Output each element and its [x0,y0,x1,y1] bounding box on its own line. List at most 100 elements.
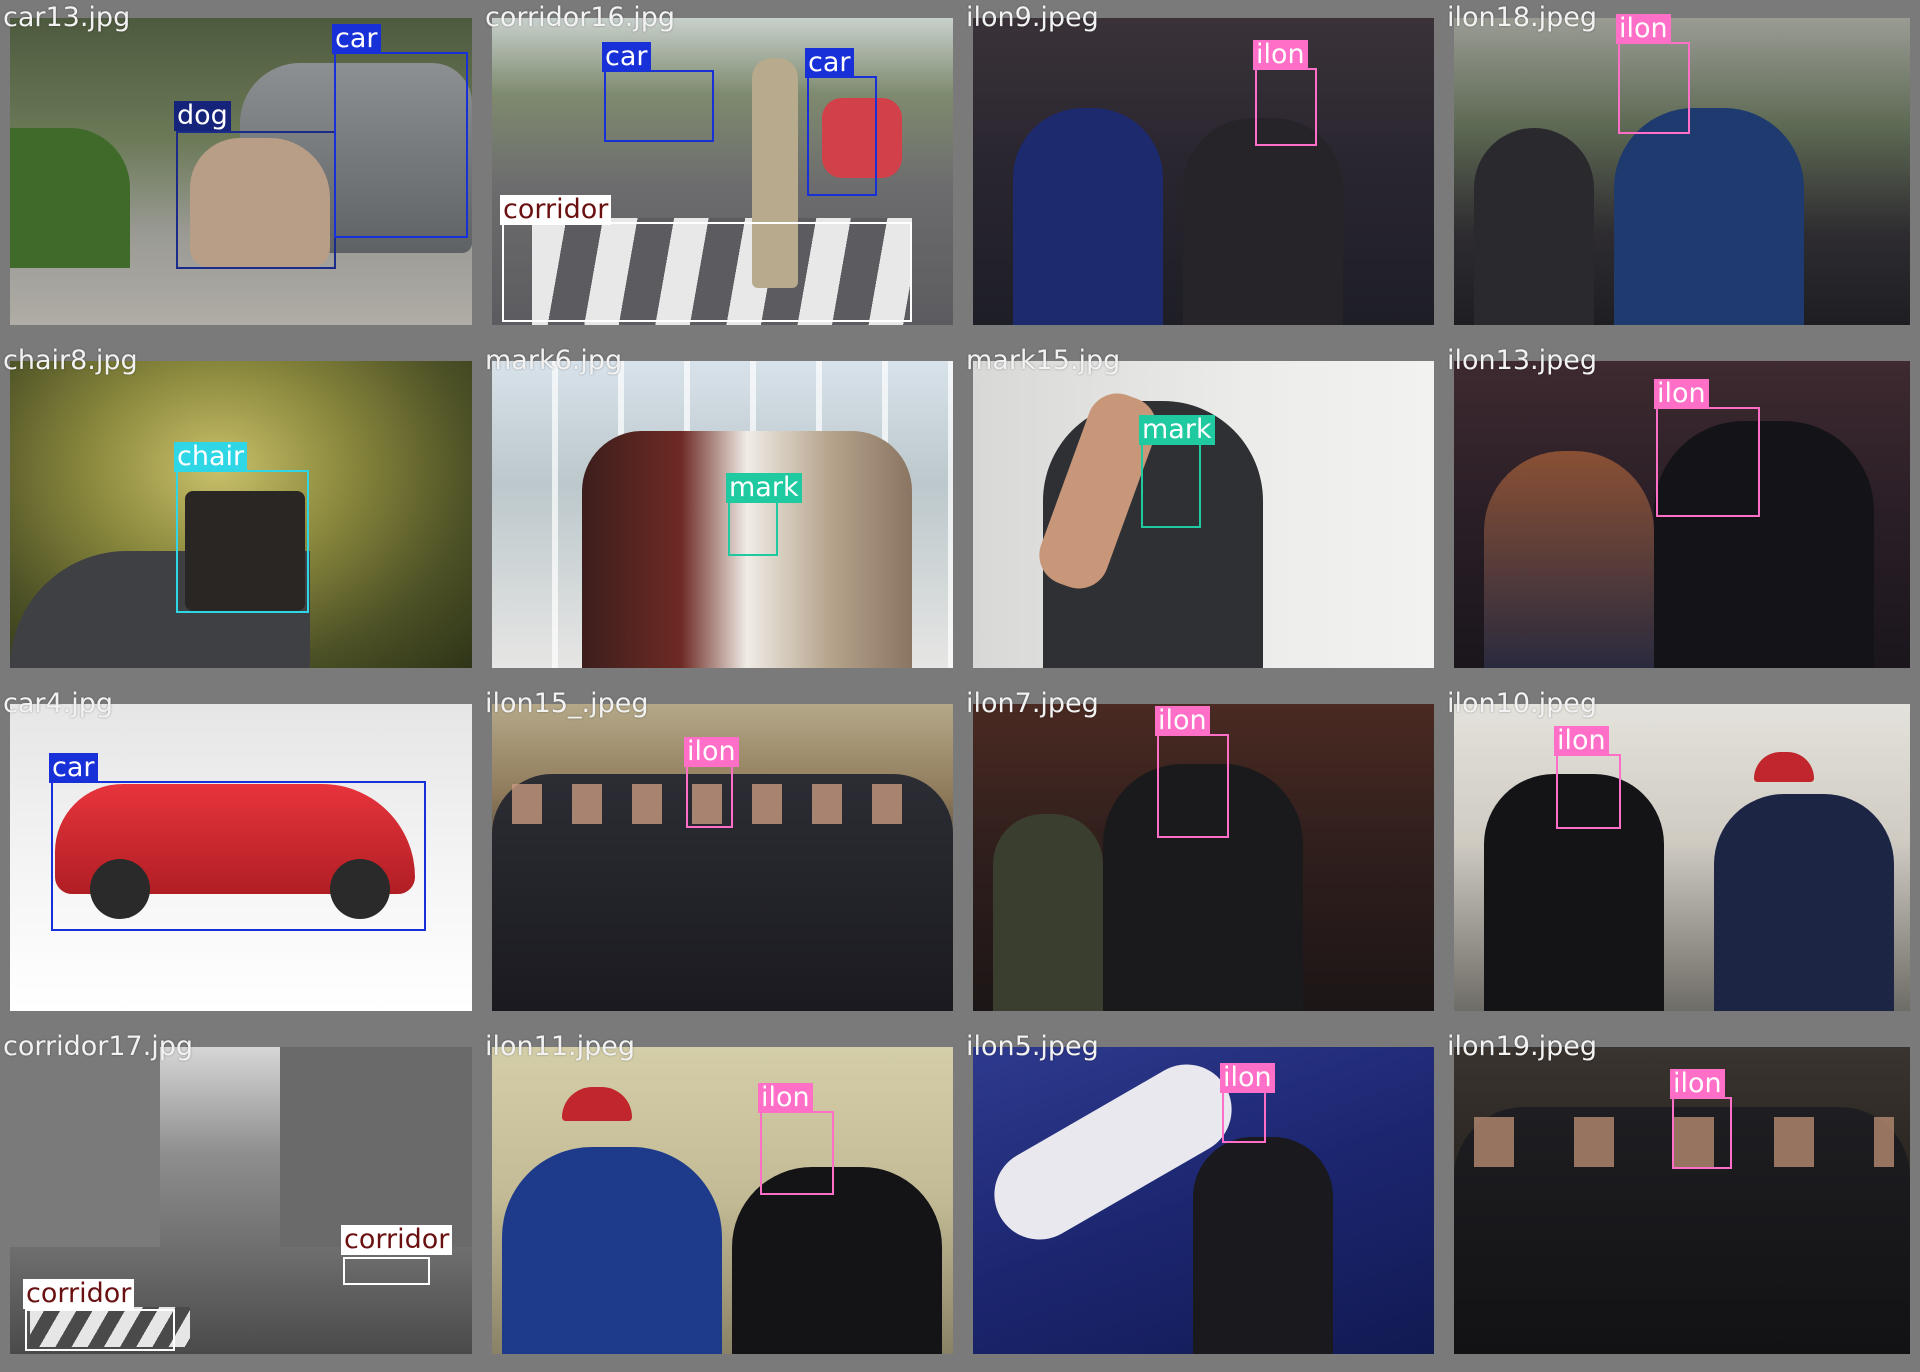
filename-label: car4.jpg [3,688,114,719]
result-tile-car13[interactable]: car13.jpg dog car [0,0,482,343]
faces-row-shape [512,784,932,824]
photo-ilon18 [1454,18,1910,325]
wheel-rear-shape [330,859,390,919]
bbox-car[interactable] [51,781,426,931]
bbox-ilon[interactable] [1556,754,1621,829]
filename-label: ilon7.jpeg [966,688,1099,719]
bbox-mark[interactable] [1141,443,1201,528]
building-left-shape [10,1047,160,1247]
bbox-label-ilon: ilon [758,1083,813,1113]
bbox-label-car: car [332,24,381,54]
bbox-ilon[interactable] [1157,734,1229,838]
group-shape [582,431,912,668]
person-left-shape [1013,108,1163,325]
bbox-car[interactable] [334,52,468,238]
person-shape [1193,1137,1333,1354]
person-shape [752,58,798,288]
bbox-label-car: car [49,753,98,783]
filename-label: ilon13.jpeg [1447,345,1597,376]
bbox-car-1[interactable] [604,70,714,142]
person-shape [1103,764,1303,1011]
bbox-ilon[interactable] [686,765,733,828]
bbox-corridor[interactable] [502,222,912,322]
bbox-label-mark: mark [726,473,802,503]
filename-label: corridor17.jpg [3,1031,194,1062]
crosswalk-shape [532,218,912,325]
filename-label: ilon5.jpeg [966,1031,1099,1062]
bbox-ilon[interactable] [1672,1097,1732,1169]
bbox-label-corridor: corridor [500,195,612,225]
photo-ilon9 [973,18,1434,325]
person-left-shape [1474,128,1594,325]
result-tile-car4[interactable]: car4.jpg car [0,686,482,1029]
wheel-front-shape [90,859,150,919]
bbox-car-2[interactable] [807,76,877,196]
bench-shape [185,491,305,611]
result-tile-ilon5[interactable]: ilon5.jpeg ilon [963,1029,1444,1372]
hedge-shape [10,128,130,268]
result-tile-corridor16[interactable]: corridor16.jpg car car corridor [482,0,963,343]
result-tile-ilon13[interactable]: ilon13.jpeg ilon [1444,343,1920,686]
red-cap-shape [562,1087,632,1121]
result-tile-ilon18[interactable]: ilon18.jpeg ilon [1444,0,1920,343]
person-right-shape [1654,421,1874,668]
photo-chair8 [10,361,472,668]
bbox-label-ilon: ilon [1554,726,1609,756]
result-tile-ilon11[interactable]: ilon11.jpeg ilon [482,1029,963,1372]
dog-shape [190,138,330,268]
bbox-label-ilon: ilon [684,737,739,767]
bbox-chair[interactable] [176,470,309,613]
filename-label: ilon18.jpeg [1447,2,1597,33]
photo-mark6 [492,361,953,668]
bbox-label-corridor-1: corridor [341,1225,453,1255]
result-tile-mark15[interactable]: mark15.jpg mark [963,343,1444,686]
bbox-ilon[interactable] [1255,68,1317,146]
bbox-ilon[interactable] [1618,42,1690,134]
bbox-label-ilon: ilon [1220,1063,1275,1093]
bbox-ilon[interactable] [1656,407,1760,517]
photo-ilon7 [973,704,1434,1011]
crosswalk-shape [30,1307,190,1347]
photo-car13 [10,18,472,325]
bbox-label-car-2: car [805,48,854,78]
result-tile-ilon15[interactable]: ilon15_.jpeg ilon [482,686,963,1029]
person-shape [1614,108,1804,325]
bbox-label-ilon: ilon [1616,14,1671,44]
bbox-label-dog: dog [174,101,231,131]
photo-corridor16 [492,18,953,325]
photo-ilon13 [1454,361,1910,668]
photo-mark15 [973,361,1434,668]
bbox-corridor-2[interactable] [25,1309,175,1351]
bbox-label-ilon: ilon [1654,379,1709,409]
result-tile-ilon10[interactable]: ilon10.jpeg ilon [1444,686,1920,1029]
faces-row-shape [1474,1117,1894,1167]
result-tile-ilon7[interactable]: ilon7.jpeg ilon [963,686,1444,1029]
person-left-shape [502,1147,722,1354]
photo-ilon5 [973,1047,1434,1354]
bbox-ilon[interactable] [760,1111,834,1195]
result-tile-ilon19[interactable]: ilon19.jpeg ilon [1444,1029,1920,1372]
building-right-shape [280,1047,472,1247]
red-car-shape [822,98,902,178]
result-tile-chair8[interactable]: chair8.jpg chair [0,343,482,686]
bbox-corridor-1[interactable] [343,1257,430,1285]
bbox-dog[interactable] [176,131,336,269]
photo-corridor17 [10,1047,472,1354]
filename-label: ilon19.jpeg [1447,1031,1597,1062]
person-right-shape [1714,794,1894,1011]
filename-label: corridor16.jpg [485,2,676,33]
filename-label: ilon15_.jpeg [485,688,649,719]
filename-label: mark15.jpg [966,345,1121,376]
result-tile-mark6[interactable]: mark6.jpg mark [482,343,963,686]
bbox-mark[interactable] [728,501,778,556]
bbox-ilon[interactable] [1222,1091,1266,1143]
person-right-shape [1183,118,1343,325]
person-left-shape [1484,451,1654,668]
red-cap-shape [1754,752,1814,782]
result-tile-corridor17[interactable]: corridor17.jpg corridor corridor [0,1029,482,1372]
filename-label: chair8.jpg [3,345,138,376]
filename-label: ilon11.jpeg [485,1031,635,1062]
result-tile-ilon9[interactable]: ilon9.jpeg ilon [963,0,1444,343]
person-left-shape [993,814,1103,1011]
